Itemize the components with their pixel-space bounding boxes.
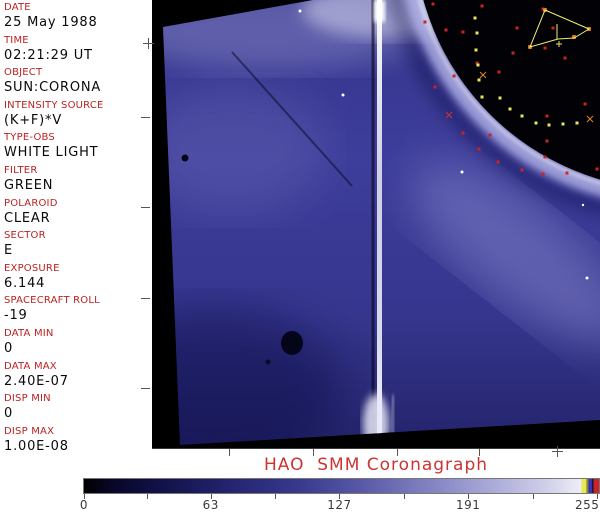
metadata-field: SPACECRAFT ROLL -19 — [4, 295, 152, 328]
field-value: 0 — [4, 406, 14, 422]
metadata-field: DISP MIN 0 — [4, 393, 152, 426]
metadata-field: FILTER GREEN — [4, 165, 152, 198]
field-label: SPACECRAFT ROLL — [4, 295, 100, 307]
frame-tick — [313, 449, 314, 456]
field-label: FILTER — [4, 164, 38, 176]
colorbar-minor-tick — [532, 494, 534, 499]
frame-tick — [229, 449, 230, 456]
colorbar-minor-tick — [275, 494, 277, 499]
colorbar-tick — [597, 494, 598, 499]
metadata-field: DATA MAX 2.40E-07 — [4, 361, 152, 394]
metadata-field: TYPE-OBS WHITE LIGHT — [4, 132, 152, 165]
field-label: OBJECT — [4, 67, 43, 79]
colorbar-tick — [84, 494, 85, 499]
field-label: TIME — [4, 34, 29, 46]
metadata-field: INTENSITY SOURCE (K+F)*V — [4, 100, 152, 133]
field-label: DISP MAX — [4, 425, 55, 437]
frame-tick — [397, 449, 398, 456]
field-value: E — [4, 243, 14, 259]
field-value: WHITE LIGHT — [4, 145, 99, 161]
field-label: EXPOSURE — [4, 262, 60, 274]
coronagraph-image-panel — [152, 0, 600, 449]
field-label: POLAROID — [4, 197, 58, 209]
field-label: DATA MIN — [4, 327, 54, 339]
metadata-field: DATE 25 May 1988 — [4, 2, 152, 35]
metadata-field: SECTOR E — [4, 230, 152, 263]
field-label: TYPE-OBS — [4, 132, 55, 144]
field-label: DATA MAX — [4, 360, 57, 372]
field-value: 02:21:29 UT — [4, 47, 93, 63]
field-value: 0 — [4, 340, 14, 356]
frame-tick — [479, 449, 480, 456]
colorbar-minor-tick — [403, 494, 405, 499]
field-label: DATE — [4, 2, 31, 13]
colorbar-minor-tick — [147, 494, 149, 499]
colorbar-tick-label: 0 — [79, 498, 89, 512]
colorbar-tick-label: 255 — [575, 498, 600, 512]
field-value: 1.00E-08 — [4, 438, 69, 454]
field-value: 25 May 1988 — [4, 15, 98, 30]
field-value: 6.144 — [4, 275, 46, 291]
field-value: GREEN — [4, 177, 54, 193]
metadata-field: DISP MAX 1.00E-08 — [4, 426, 152, 459]
metadata-field: POLAROID CLEAR — [4, 198, 152, 231]
field-value: CLEAR — [4, 210, 51, 226]
colorbar — [83, 478, 600, 494]
field-value: (K+F)*V — [4, 112, 63, 128]
field-label: SECTOR — [4, 230, 46, 242]
coronagraph-image — [152, 0, 600, 448]
field-value: 2.40E-07 — [4, 373, 69, 389]
colorbar-tick-label: 191 — [456, 498, 481, 512]
frame-tick — [141, 388, 150, 389]
field-label: DISP MIN — [4, 393, 51, 405]
colorbar-tick — [339, 494, 341, 499]
colorbar-tick-label: 127 — [327, 498, 352, 512]
frame-corner-plus-bottom — [552, 446, 563, 457]
colorbar-tick — [210, 494, 212, 499]
frame-corner-plus-top — [143, 38, 154, 49]
metadata-field: EXPOSURE 6.144 — [4, 263, 152, 296]
image-title: HAO SMM Coronagraph — [263, 455, 489, 475]
field-label: INTENSITY SOURCE — [4, 99, 104, 111]
colorbar-tick — [468, 494, 470, 499]
metadata-field: OBJECT SUN:CORONA — [4, 67, 152, 100]
field-value: -19 — [4, 308, 28, 324]
frame-tick — [141, 117, 150, 118]
frame-tick — [141, 207, 150, 208]
metadata-field: TIME 02:21:29 UT — [4, 35, 152, 68]
metadata-field: DATA MIN 0 — [4, 328, 152, 361]
colorbar-tick-label: 63 — [202, 498, 219, 512]
metadata-panel: DATE 25 May 1988 TIME 02:21:29 UT OBJECT SUN:… — [0, 0, 152, 460]
field-value: SUN:CORONA — [4, 80, 102, 96]
frame-tick — [141, 298, 150, 299]
